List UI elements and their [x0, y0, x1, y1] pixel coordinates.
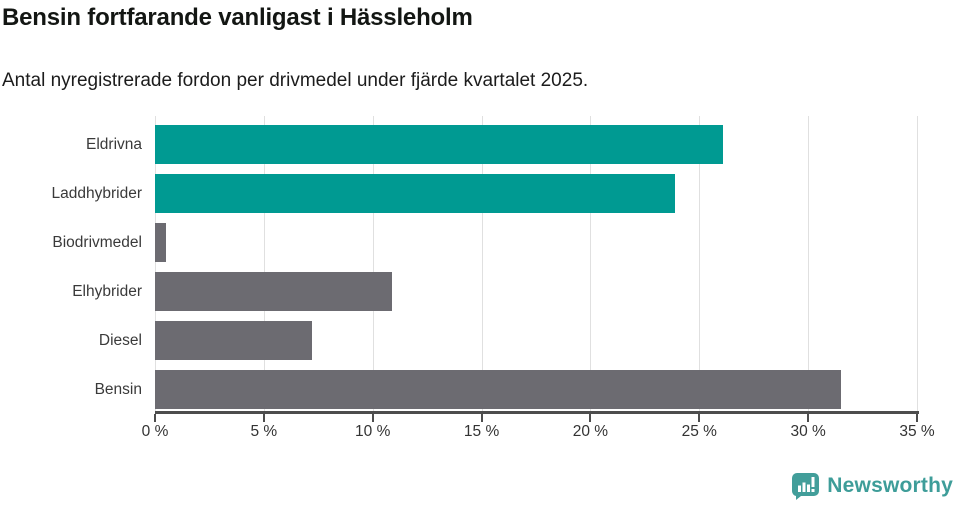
category-label: Diesel — [98, 332, 142, 349]
x-tick-label: 35 % — [899, 423, 935, 440]
gridline — [263, 116, 265, 411]
x-axis-tick — [262, 414, 265, 422]
category-label: Bensin — [94, 381, 142, 398]
bar — [155, 321, 312, 360]
x-axis-tick — [480, 414, 483, 422]
bar — [155, 370, 841, 409]
x-axis-tick — [916, 414, 918, 422]
brand-footer: Newsworthy — [791, 471, 953, 500]
x-tick-label: 5 % — [250, 423, 278, 440]
x-tick-label: 10 % — [355, 423, 391, 440]
bar — [155, 223, 166, 262]
gridline — [155, 116, 156, 411]
bar — [155, 174, 676, 213]
category-label: Eldrivna — [86, 136, 142, 153]
gridline — [372, 116, 374, 411]
plot-area — [155, 116, 918, 411]
x-tick-label: 30 % — [790, 423, 826, 440]
gridline — [481, 116, 483, 411]
x-axis-tick — [589, 414, 592, 422]
chart-subtitle: Antal nyregistrerade fordon per drivmede… — [2, 70, 589, 91]
bar — [155, 272, 393, 311]
gridline — [699, 116, 701, 411]
x-axis-tick — [807, 414, 810, 422]
x-tick-label: 15 % — [463, 423, 500, 440]
x-tick-label: 0 % — [141, 423, 169, 440]
brand-name: Newsworthy — [827, 473, 953, 497]
gridline — [808, 116, 810, 411]
x-tick-label: 25 % — [681, 423, 717, 440]
x-axis-tick — [371, 414, 374, 422]
x-axis-line — [155, 411, 919, 414]
gridline — [917, 116, 918, 411]
chart-title: Bensin fortfarande vanligast i Hässlehol… — [2, 4, 473, 31]
bar — [155, 125, 724, 164]
x-tick-label: 20 % — [572, 423, 609, 440]
bar-chart: 0 % 5 % 10 % 15 % 20 % 25 % 30 % 35 % Eldrivna La… — [51, 116, 935, 440]
x-axis-tick — [698, 414, 701, 422]
category-label: Elhybrider — [72, 283, 142, 300]
x-axis-tick — [154, 414, 156, 422]
category-label: Biodrivmedel — [52, 234, 142, 251]
category-label: Laddhybrider — [51, 185, 142, 202]
newsworthy-logo-icon — [792, 473, 820, 500]
gridline — [590, 116, 592, 411]
